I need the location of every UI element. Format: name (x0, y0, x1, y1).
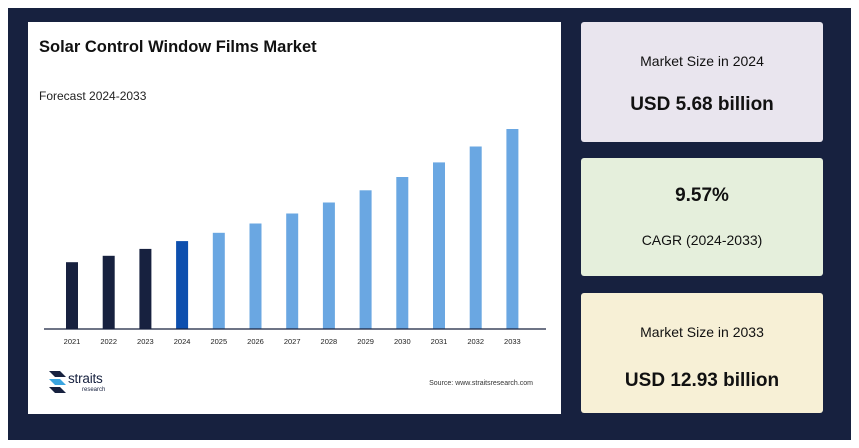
straits-logo: straits research (49, 369, 119, 399)
bar-2025 (212, 232, 225, 329)
bar-2024 (176, 241, 189, 329)
bar-2031 (433, 162, 445, 329)
x-tick-label-2032: 2032 (467, 337, 484, 346)
market-size-2024-card: Market Size in 2024 USD 5.68 billion (581, 22, 823, 142)
x-tick-label-2033: 2033 (504, 337, 521, 346)
x-tick-label-2027: 2027 (284, 337, 301, 346)
bar-2029 (359, 190, 372, 329)
market-size-2024-value: USD 5.68 billion (630, 94, 774, 115)
cagr-value: 9.57% (675, 185, 729, 206)
logo-subtext: research (82, 387, 106, 393)
logo-name: straits (68, 371, 103, 386)
chart-panel: Solar Control Window Films Market Foreca… (28, 22, 561, 414)
straits-logo-icon (49, 371, 66, 393)
bar-2027 (286, 213, 299, 329)
market-size-2024-label: Market Size in 2024 (640, 53, 764, 69)
bar-2030 (396, 177, 409, 329)
bar-2026 (249, 223, 262, 329)
market-size-2033-card: Market Size in 2033 USD 12.93 billion (581, 293, 823, 413)
x-tick-label-2022: 2022 (100, 337, 117, 346)
x-tick-label-2023: 2023 (137, 337, 154, 346)
bar-2022 (102, 255, 115, 329)
x-tick-labels: 2021 2022 2023 2024 2025 2026 2027 2028 2029 2030… (64, 337, 521, 346)
bar-2028 (322, 202, 335, 329)
bar-2032 (469, 146, 482, 329)
market-size-2033-label: Market Size in 2033 (640, 324, 764, 340)
source-note: Source: www.straitsresearch.com (429, 380, 533, 387)
chart-title: Solar Control Window Films Market (39, 38, 317, 56)
bar-2033 (506, 129, 519, 329)
x-tick-label-2028: 2028 (321, 337, 338, 346)
x-tick-label-2025: 2025 (210, 337, 227, 346)
x-tick-label-2030: 2030 (394, 337, 411, 346)
cagr-card: 9.57% CAGR (2024-2033) (581, 158, 823, 276)
market-size-2033-value: USD 12.93 billion (624, 370, 780, 391)
cagr-label: CAGR (2024-2033) (641, 232, 763, 248)
bar-2021 (66, 262, 78, 329)
x-tick-label-2031: 2031 (431, 337, 448, 346)
x-tick-label-2021: 2021 (64, 337, 81, 346)
bar-chart: 2021 2022 2023 2024 2025 2026 2027 2028 2029 2030… (44, 129, 546, 346)
bars-group (66, 129, 519, 329)
bar-2023 (139, 248, 152, 329)
chart-subtitle: Forecast 2024-2033 (39, 89, 147, 103)
x-tick-label-2029: 2029 (357, 337, 374, 346)
x-tick-label-2024: 2024 (174, 337, 191, 346)
x-tick-label-2026: 2026 (247, 337, 264, 346)
